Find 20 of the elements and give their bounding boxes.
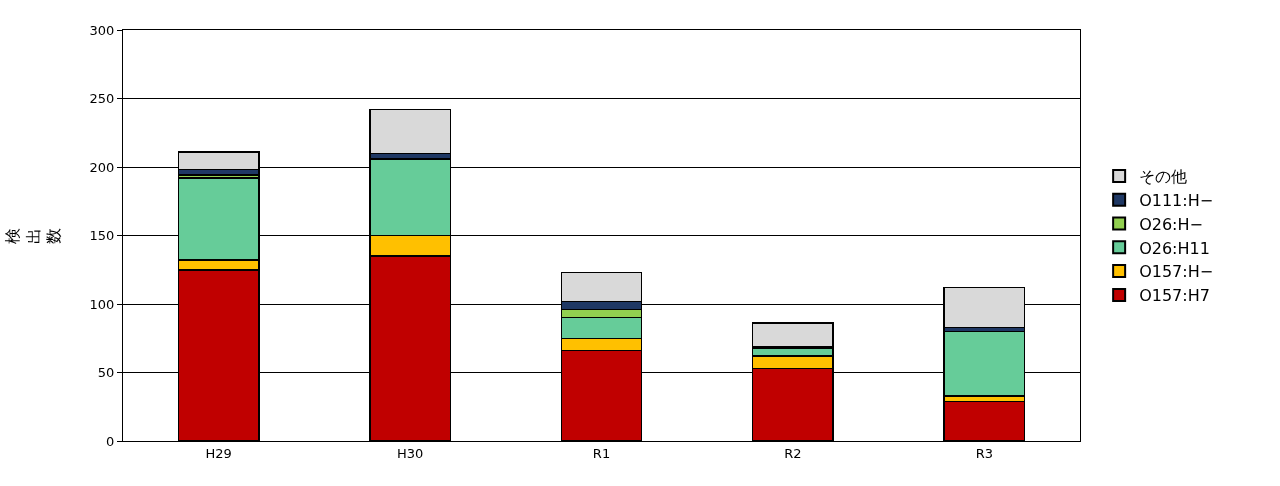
y-tick-label: 150 <box>89 228 115 244</box>
legend-label: O157:H7 <box>1139 286 1210 306</box>
y-tick-label: 100 <box>89 296 115 312</box>
x-tick-label: H29 <box>205 445 232 461</box>
legend-label: O111:H− <box>1139 190 1214 210</box>
y-tick-label: 200 <box>89 159 115 175</box>
legend-label: その他 <box>1139 167 1188 187</box>
y-tick-label: 250 <box>89 91 115 107</box>
y-tick-label: 50 <box>97 365 115 381</box>
x-tick-label: R3 <box>975 445 993 461</box>
y-axis-title: 検出数 <box>2 227 64 244</box>
y-tick-label: 0 <box>106 433 115 449</box>
x-tick-label: R2 <box>784 445 802 461</box>
x-tick-label: H30 <box>396 445 424 461</box>
x-tick-label: R1 <box>592 445 611 461</box>
legend-label: O157:H− <box>1139 262 1214 282</box>
y-tick-label: 300 <box>89 22 115 38</box>
legend-label: O26:H− <box>1139 214 1203 234</box>
bar <box>751 322 834 348</box>
legend-label: O26:H11 <box>1139 238 1210 258</box>
